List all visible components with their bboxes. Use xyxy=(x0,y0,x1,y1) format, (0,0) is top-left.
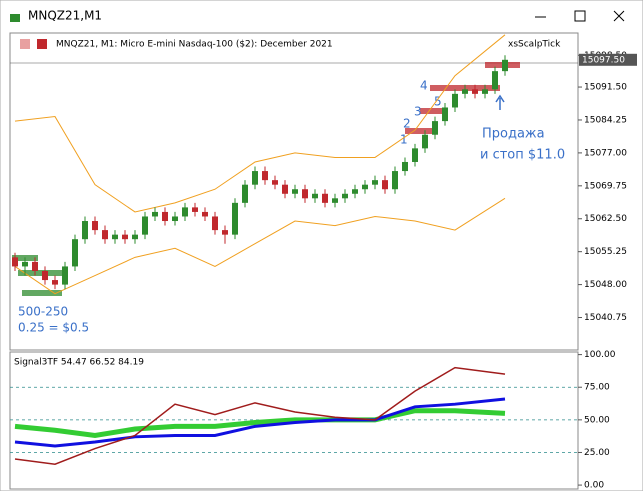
candle-body xyxy=(242,184,248,203)
annotation: 5 xyxy=(434,95,442,109)
candle-body xyxy=(462,89,468,94)
y-tick-label: 15040.75 xyxy=(584,313,627,323)
candle-body xyxy=(472,89,478,94)
candle-body xyxy=(302,189,308,199)
candle-body xyxy=(392,171,398,190)
candle-body xyxy=(482,89,488,94)
band-upper xyxy=(14,34,506,213)
annotation: Продажа xyxy=(482,127,545,142)
candle-body xyxy=(202,211,208,217)
chart-title: MNQZ21, M1: Micro E-mini Nasdaq-100 ($2)… xyxy=(56,40,333,50)
candle-body xyxy=(12,257,18,267)
candle-body xyxy=(52,280,58,285)
candle-body xyxy=(252,171,258,185)
y-tick-label: 15069.75 xyxy=(584,181,627,191)
candle-body xyxy=(332,198,338,203)
y-tick-label: 15077.00 xyxy=(584,148,627,158)
candle-body xyxy=(142,216,148,235)
candle-body xyxy=(172,216,178,222)
annotation: 3 xyxy=(414,105,422,119)
y-tick-label: 25.00 xyxy=(584,448,610,458)
candle-body xyxy=(362,184,368,190)
candle-body xyxy=(382,180,388,190)
y-tick-label: 0.00 xyxy=(584,481,604,491)
annotation: 0.25 = $0.5 xyxy=(18,321,89,335)
candle-body xyxy=(212,216,218,231)
candle-body xyxy=(452,93,458,108)
maximize-button[interactable] xyxy=(574,10,586,22)
candle-body xyxy=(32,261,38,271)
level-box xyxy=(405,128,435,134)
candle-body xyxy=(122,234,128,240)
annotation: 1 xyxy=(400,133,408,147)
symbol-icon xyxy=(37,39,47,49)
candle-body xyxy=(232,202,238,235)
signal-line xyxy=(14,408,506,439)
annotation: 4 xyxy=(420,79,428,93)
candle-body xyxy=(132,234,138,240)
annotation: и стоп $11.0 xyxy=(480,148,565,163)
candle-body xyxy=(322,193,328,203)
app-icon xyxy=(10,14,20,22)
candle-body xyxy=(92,221,98,231)
annotations: 500-250 0.25 = $0.5 Продажа и стоп $11.0… xyxy=(18,79,565,335)
candle-body xyxy=(82,221,88,240)
y-tick-label: 15084.25 xyxy=(584,115,627,125)
candle-body xyxy=(432,121,438,135)
candle-body xyxy=(102,230,108,240)
candle-body xyxy=(272,180,278,185)
candle-body xyxy=(282,184,288,194)
y-tick-label: 15055.25 xyxy=(584,247,627,257)
arrow xyxy=(495,94,505,110)
candle-body xyxy=(72,239,78,267)
candle-body xyxy=(152,211,158,217)
annotation: 500-250 xyxy=(18,305,68,319)
y-tick-label: 100.00 xyxy=(584,350,616,360)
candle-body xyxy=(42,270,48,281)
candle-body xyxy=(162,211,168,222)
candle-body xyxy=(22,261,28,267)
indicator-title: Signal3TF 54.47 66.52 84.19 xyxy=(14,358,144,368)
y-tick-label: 75.00 xyxy=(584,383,610,393)
candle-body xyxy=(492,71,498,90)
candle-body xyxy=(372,180,378,185)
candle-body xyxy=(182,207,188,217)
candle-body xyxy=(112,234,118,240)
close-button[interactable] xyxy=(613,10,625,22)
current-price-label: 15097.50 xyxy=(582,55,625,65)
candle-body xyxy=(222,230,228,235)
candle-body xyxy=(262,171,268,181)
indicator-label: xsScalpTick xyxy=(508,40,561,50)
y-tick-label: 15048.00 xyxy=(584,280,627,290)
candle-body xyxy=(502,59,508,72)
annotation: 2 xyxy=(403,117,411,131)
current-price-box xyxy=(579,53,637,66)
candle-body xyxy=(292,189,298,194)
candle-body xyxy=(442,107,448,122)
candle-body xyxy=(412,148,418,162)
window-title: MNQZ21,M1 xyxy=(28,9,102,23)
candle-body xyxy=(312,193,318,199)
band-lower xyxy=(14,197,506,295)
y-tick-label: 15062.50 xyxy=(584,214,627,224)
symbol-icon xyxy=(20,39,30,49)
candle-body xyxy=(352,189,358,194)
y-tick-label: 50.00 xyxy=(584,415,610,425)
signal-line xyxy=(14,397,506,448)
candle-body xyxy=(62,266,68,285)
level-box xyxy=(420,108,445,114)
y-tick-label: 15091.50 xyxy=(584,83,627,93)
candle-body xyxy=(342,193,348,199)
candle-body xyxy=(422,134,428,149)
level-box xyxy=(22,290,62,296)
candle-body xyxy=(192,207,198,212)
candle-body xyxy=(402,161,408,172)
signal-line xyxy=(14,366,506,465)
